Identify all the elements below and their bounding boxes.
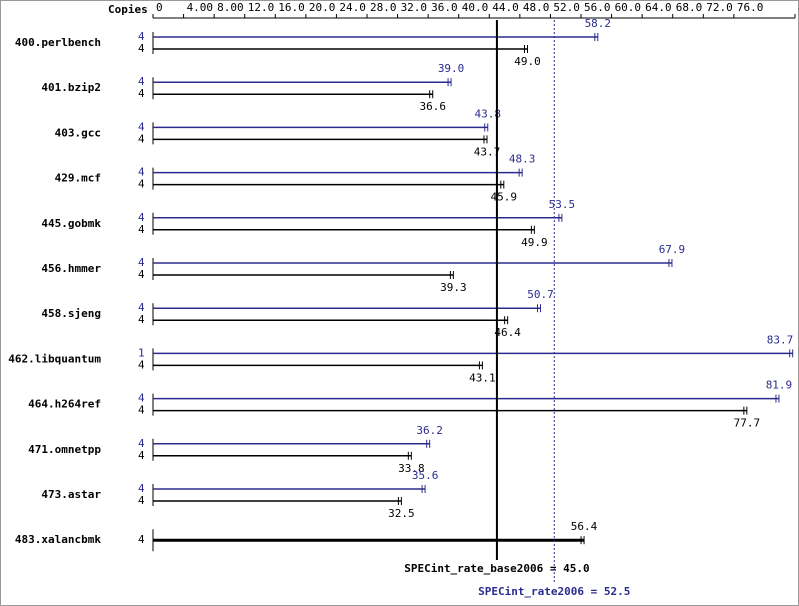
copies-label: 4 bbox=[138, 120, 145, 133]
value-label: 36.2 bbox=[416, 424, 443, 437]
reference-label: SPECint_rate_base2006 = 45.0 bbox=[404, 562, 589, 575]
value-label: 58.2 bbox=[585, 17, 612, 30]
x-tick-label: 20.0 bbox=[309, 1, 336, 14]
copies-label: 4 bbox=[138, 313, 145, 326]
reference-label: SPECint_rate2006 = 52.5 bbox=[478, 585, 630, 598]
value-label: 56.4 bbox=[571, 520, 598, 533]
value-label: 43.7 bbox=[474, 145, 501, 158]
x-tick-label: 76.0 bbox=[737, 1, 764, 14]
x-tick-label: 72.0 bbox=[706, 1, 733, 14]
benchmark-label: 456.hmmer bbox=[41, 262, 101, 275]
x-tick-label: 68.0 bbox=[676, 1, 703, 14]
copies-label: 4 bbox=[138, 268, 145, 281]
value-label: 49.9 bbox=[521, 236, 548, 249]
copies-label: 4 bbox=[138, 404, 145, 417]
copies-label: 4 bbox=[138, 437, 145, 450]
x-tick-label: 28.0 bbox=[370, 1, 397, 14]
benchmark-label: 403.gcc bbox=[55, 126, 101, 139]
benchmark-label: 458.sjeng bbox=[41, 307, 101, 320]
value-label: 77.7 bbox=[734, 417, 761, 430]
benchmark-label: 445.gobmk bbox=[41, 217, 101, 230]
copies-label: 4 bbox=[138, 449, 145, 462]
x-tick-label: 12.0 bbox=[248, 1, 275, 14]
benchmark-label: 401.bzip2 bbox=[41, 81, 101, 94]
copies-header: Copies bbox=[108, 3, 148, 16]
value-label: 45.9 bbox=[491, 191, 518, 204]
value-label: 35.6 bbox=[412, 469, 439, 482]
x-tick-label: 52.0 bbox=[553, 1, 580, 14]
copies-label: 4 bbox=[138, 494, 145, 507]
copies-label: 1 bbox=[138, 346, 145, 359]
value-label: 49.0 bbox=[514, 55, 541, 68]
value-label: 39.0 bbox=[438, 62, 465, 75]
copies-label: 4 bbox=[138, 30, 145, 43]
x-tick-label: 0 bbox=[156, 1, 163, 14]
value-label: 43.8 bbox=[475, 107, 502, 120]
benchmark-label: 473.astar bbox=[41, 488, 101, 501]
copies-label: 4 bbox=[138, 211, 145, 224]
value-label: 36.6 bbox=[419, 100, 446, 113]
copies-label: 4 bbox=[138, 87, 145, 100]
x-tick-label: 60.0 bbox=[615, 1, 642, 14]
x-tick-label: 32.0 bbox=[401, 1, 428, 14]
value-label: 48.3 bbox=[509, 153, 536, 166]
benchmark-label: 400.perlbench bbox=[15, 36, 101, 49]
x-tick-label: 64.0 bbox=[645, 1, 672, 14]
x-tick-label: 8.00 bbox=[217, 1, 244, 14]
value-label: 43.1 bbox=[469, 371, 496, 384]
copies-label: 4 bbox=[138, 132, 145, 145]
copies-label: 4 bbox=[138, 75, 145, 88]
value-label: 53.5 bbox=[549, 198, 576, 211]
value-label: 46.4 bbox=[494, 326, 521, 339]
copies-label: 4 bbox=[138, 256, 145, 269]
value-label: 81.9 bbox=[766, 379, 793, 392]
value-label: 83.7 bbox=[767, 333, 794, 346]
x-tick-label: 4.00 bbox=[187, 1, 214, 14]
x-tick-label: 44.0 bbox=[492, 1, 519, 14]
copies-label: 4 bbox=[138, 178, 145, 191]
copies-label: 4 bbox=[138, 223, 145, 236]
copies-label: 4 bbox=[138, 358, 145, 371]
value-label: 33.8 bbox=[398, 462, 425, 475]
copies-label: 4 bbox=[138, 166, 145, 179]
x-tick-label: 56.0 bbox=[584, 1, 611, 14]
x-tick-label: 36.0 bbox=[431, 1, 458, 14]
value-label: 50.7 bbox=[527, 288, 554, 301]
x-tick-label: 16.0 bbox=[278, 1, 305, 14]
benchmark-label: 464.h264ref bbox=[28, 398, 101, 411]
value-label: 32.5 bbox=[388, 507, 415, 520]
copies-label: 4 bbox=[138, 42, 145, 55]
benchmark-label: 429.mcf bbox=[55, 172, 101, 185]
copies-label: 4 bbox=[138, 392, 145, 405]
copies-label: 4 bbox=[138, 482, 145, 495]
value-label: 39.3 bbox=[440, 281, 467, 294]
benchmark-label: 462.libquantum bbox=[8, 352, 101, 365]
benchmark-label: 471.omnetpp bbox=[28, 443, 101, 456]
x-tick-label: 48.0 bbox=[523, 1, 550, 14]
x-tick-label: 24.0 bbox=[339, 1, 366, 14]
value-label: 67.9 bbox=[659, 243, 686, 256]
benchmark-label: 483.xalancbmk bbox=[15, 533, 101, 546]
copies-label: 4 bbox=[138, 533, 145, 546]
x-tick-label: 40.0 bbox=[462, 1, 489, 14]
copies-label: 4 bbox=[138, 301, 145, 314]
